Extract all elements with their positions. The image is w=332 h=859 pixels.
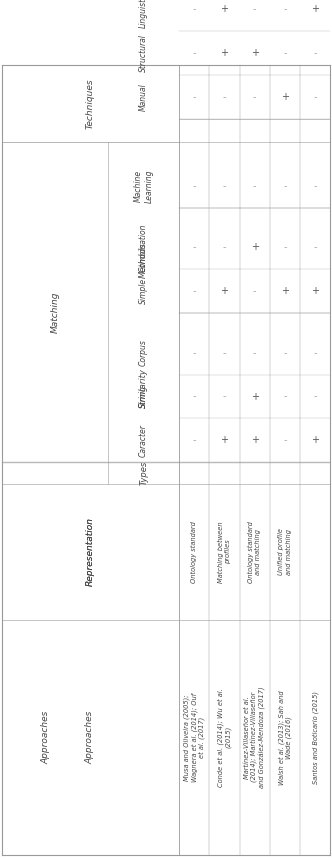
Text: Martínez-Villaseñor et al.
(2014); Martínez-Villaseñor
and González-Mendoza (201: Martínez-Villaseñor et al. (2014); Martí…: [244, 686, 266, 788]
Text: Approaches: Approaches: [86, 710, 95, 764]
Text: Manual: Manual: [139, 83, 148, 111]
Text: -: -: [193, 180, 196, 191]
Text: Methods: Methods: [139, 242, 148, 278]
Text: -: -: [283, 436, 287, 446]
Text: -: -: [283, 242, 287, 253]
Text: -: -: [313, 242, 317, 253]
Text: -: -: [223, 392, 226, 401]
Text: -: -: [223, 180, 226, 191]
Text: -: -: [253, 286, 257, 296]
Text: Representation: Representation: [86, 517, 95, 586]
Text: +: +: [220, 286, 228, 296]
Text: -: -: [283, 392, 287, 401]
Text: +: +: [311, 4, 319, 15]
Text: -: -: [223, 242, 226, 253]
Text: -: -: [193, 92, 196, 102]
Text: -: -: [193, 4, 196, 15]
Text: Conde et al. (2014); Wu et al.
(2015): Conde et al. (2014); Wu et al. (2015): [217, 688, 231, 787]
Text: +: +: [281, 286, 289, 296]
Text: +: +: [220, 436, 228, 446]
Text: Santos and Boticario (2015): Santos and Boticario (2015): [312, 691, 318, 783]
Text: +: +: [220, 4, 228, 15]
Text: Caracter: Caracter: [139, 424, 148, 457]
Text: -: -: [283, 180, 287, 191]
Text: -: -: [283, 348, 287, 357]
Text: -: -: [313, 180, 317, 191]
Text: Linguistic: Linguistic: [139, 0, 148, 27]
Text: -: -: [253, 180, 257, 191]
Text: Techniques: Techniques: [86, 78, 95, 129]
Text: -: -: [193, 242, 196, 253]
Text: Representation: Representation: [86, 517, 95, 586]
Text: Machine
Learning: Machine Learning: [134, 169, 153, 203]
Text: -: -: [193, 286, 196, 296]
Text: Combination: Combination: [139, 223, 148, 271]
Text: Structural: Structural: [139, 34, 148, 72]
Text: Matching between
profiles: Matching between profiles: [218, 521, 231, 582]
Text: +: +: [220, 48, 228, 58]
Text: -: -: [313, 392, 317, 401]
Text: +: +: [251, 242, 259, 253]
Text: +: +: [251, 48, 259, 58]
Text: Musa and Oliveira (2005);
Wagnera et al. (2014); Ouf
et al. (2017): Musa and Oliveira (2005); Wagnera et al.…: [183, 692, 205, 782]
Text: Walsh et al. (2013); Sah and
Wade (2016): Walsh et al. (2013); Sah and Wade (2016): [278, 690, 292, 784]
Text: -: -: [283, 4, 287, 15]
Text: -: -: [193, 48, 196, 58]
Text: String: String: [139, 385, 148, 408]
Text: Similarity: Similarity: [139, 368, 148, 408]
Text: Ontology standard: Ontology standard: [191, 521, 197, 582]
Text: Unified profile
and matching: Unified profile and matching: [279, 528, 291, 576]
Text: +: +: [251, 392, 259, 401]
Text: Simple: Simple: [139, 278, 148, 304]
Text: -: -: [193, 348, 196, 357]
Text: Ontology standard
and matching: Ontology standard and matching: [248, 521, 261, 582]
Text: -: -: [313, 92, 317, 102]
Text: -: -: [253, 92, 257, 102]
Text: -: -: [313, 348, 317, 357]
Text: +: +: [311, 436, 319, 446]
Text: +: +: [311, 286, 319, 296]
Text: Approaches: Approaches: [41, 710, 50, 764]
Text: -: -: [223, 348, 226, 357]
Text: -: -: [313, 48, 317, 58]
Text: Types: Types: [139, 461, 148, 485]
Text: Corpus: Corpus: [139, 339, 148, 366]
Text: Matching: Matching: [50, 292, 59, 333]
Text: -: -: [253, 4, 257, 15]
Text: -: -: [283, 48, 287, 58]
Text: -: -: [223, 92, 226, 102]
Text: -: -: [193, 436, 196, 446]
Text: -: -: [253, 348, 257, 357]
Text: +: +: [251, 436, 259, 446]
Text: +: +: [281, 92, 289, 102]
Text: -: -: [193, 392, 196, 401]
